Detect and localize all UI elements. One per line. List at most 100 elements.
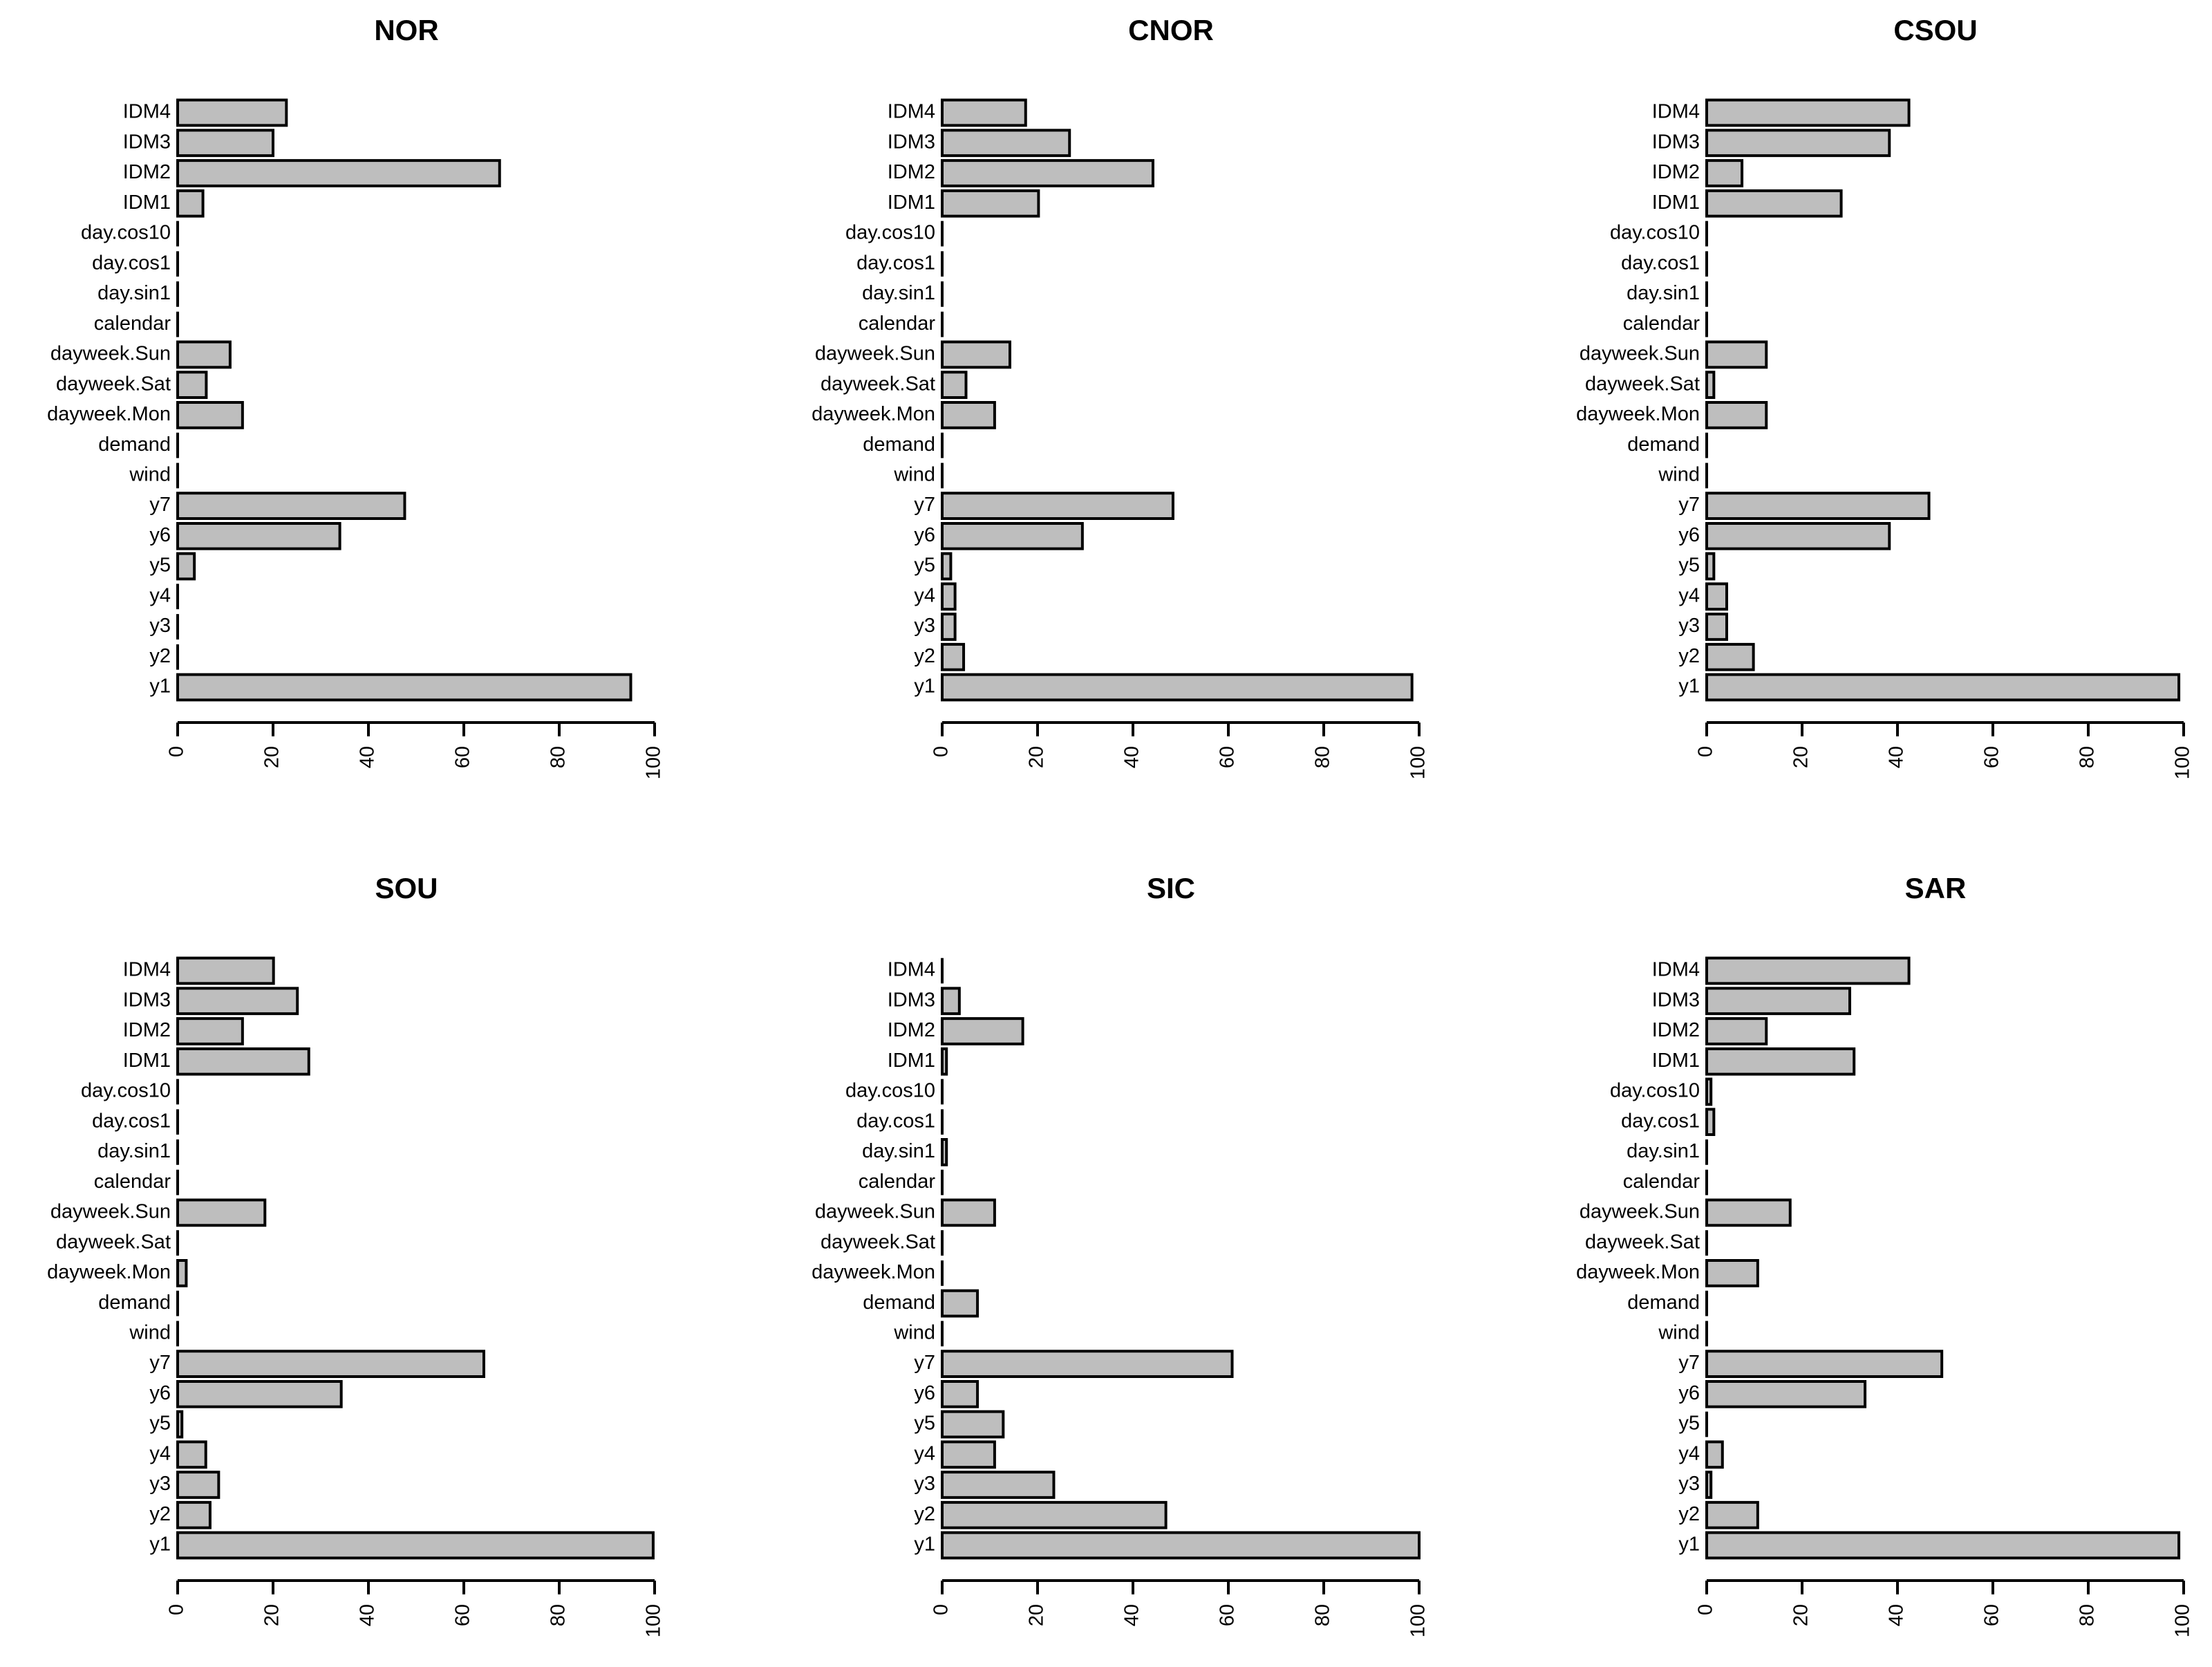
y-tick-label: dayweek.Sat: [56, 1231, 171, 1253]
y-tick-label: day.sin1: [1627, 1140, 1700, 1162]
y-tick-label: y7: [914, 494, 935, 516]
x-tick-label: 80: [1312, 746, 1334, 768]
bar: [1705, 371, 1716, 400]
y-tick-label: y7: [149, 1352, 171, 1374]
bar: [941, 1379, 980, 1408]
y-tick-label: IDM2: [888, 1019, 935, 1041]
chart-title: SIC: [1147, 872, 1195, 904]
x-tick-label: 20: [261, 746, 283, 768]
y-tick-label: day.cos1: [856, 252, 935, 274]
y-tick-label: day.cos10: [1610, 222, 1700, 244]
y-tick-label: IDM4: [888, 101, 935, 123]
y-tick-label: y4: [1678, 584, 1700, 606]
bar: [941, 987, 961, 1016]
y-tick-label: y4: [1678, 1442, 1700, 1464]
x-tick-label: 40: [1886, 1604, 1908, 1626]
x-tick-label: 0: [1695, 1604, 1717, 1615]
y-tick-label: IDM2: [123, 161, 171, 183]
bar: [176, 673, 632, 702]
bar: [941, 159, 1154, 187]
bar: [941, 613, 957, 641]
y-tick-label: dayweek.Mon: [47, 403, 171, 425]
y-tick-label: day.sin1: [97, 1140, 171, 1162]
bar: [176, 340, 232, 369]
x-tick-label: 20: [1026, 1604, 1048, 1626]
x-tick-label: 0: [930, 746, 953, 757]
bar: [1705, 1077, 1713, 1106]
x-tick-label: 60: [1217, 1604, 1239, 1626]
y-tick-label: y3: [914, 1473, 935, 1495]
bar: [941, 582, 957, 611]
y-tick-label: dayweek.Sun: [1580, 343, 1700, 365]
bar: [1705, 552, 1716, 581]
bar: [941, 371, 968, 400]
y-tick-label: day.cos1: [1621, 252, 1700, 274]
y-tick-label: IDM3: [1652, 989, 1700, 1011]
chart-panel: SIC y1 y2 y3 y4 y5 y6 y7 wind demand dayweek.Mon da…: [812, 872, 1430, 1637]
x-tick-label: 20: [261, 1604, 283, 1626]
y-tick-label: IDM4: [1652, 959, 1700, 981]
x-tick-label: 20: [1790, 746, 1812, 768]
bar: [941, 400, 996, 429]
bar: [941, 189, 1040, 218]
y-tick-label: dayweek.Sun: [1580, 1201, 1700, 1223]
bar: [176, 492, 406, 520]
y-tick-label: IDM2: [123, 1019, 171, 1041]
bar: [176, 1500, 212, 1529]
bar: [1705, 582, 1728, 611]
y-tick-label: demand: [1627, 1292, 1700, 1314]
bar: [176, 1350, 485, 1378]
y-tick-label: calendar: [859, 313, 936, 335]
x-tick-label: 40: [1886, 746, 1908, 768]
y-tick-label: dayweek.Mon: [812, 403, 935, 425]
y-tick-label: y6: [1678, 1382, 1700, 1404]
y-tick-label: wind: [893, 463, 935, 485]
bar: [941, 1471, 1056, 1499]
y-tick-label: wind: [1658, 463, 1700, 485]
bar: [941, 129, 1071, 158]
y-tick-label: day.cos10: [81, 222, 171, 244]
bar: [1705, 673, 2181, 702]
y-tick-label: y7: [1678, 494, 1700, 516]
y-tick-label: y5: [1678, 1413, 1700, 1435]
chart-panel: CNOR y1 y2 y3 y4 y5 y6 y7 wind demand dayweek.Mon d…: [812, 14, 1430, 779]
bar: [176, 1017, 244, 1045]
y-tick-label: day.cos1: [92, 252, 171, 274]
y-tick-label: y2: [914, 645, 935, 667]
y-tick-label: day.cos10: [81, 1080, 171, 1102]
x-tick-label: 80: [2077, 1604, 2099, 1626]
y-tick-label: y2: [914, 1503, 935, 1525]
y-tick-label: calendar: [1623, 1171, 1700, 1193]
x-tick-label: 20: [1790, 1604, 1812, 1626]
y-tick-label: y6: [149, 524, 171, 546]
chart-panel: NOR y1 y2 y3 y4 y5 y6 y7 wind demand dayweek.Mon da…: [47, 14, 665, 779]
x-tick-label: 40: [357, 1604, 379, 1626]
bar: [176, 1259, 188, 1287]
bar: [176, 1531, 655, 1560]
y-tick-label: IDM1: [123, 192, 171, 214]
chart-panel: CSOU y1 y2 y3 y4 y5 y6 y7 wind demand dayweek.Mon d…: [1576, 14, 2194, 779]
bar: [941, 673, 1414, 702]
chart-panel: SAR y1 y2 y3 y4 y5 y6 y7 wind demand dayweek.Mon da…: [1576, 872, 2194, 1637]
y-tick-label: dayweek.Sat: [1585, 373, 1700, 395]
bar: [1705, 1500, 1759, 1529]
x-tick-label: 0: [166, 746, 188, 757]
y-tick-label: demand: [98, 434, 171, 456]
y-tick-label: y3: [149, 1473, 171, 1495]
y-tick-label: y2: [1678, 1503, 1700, 1525]
y-tick-label: day.cos1: [92, 1110, 171, 1132]
y-tick-label: day.cos10: [1610, 1080, 1700, 1102]
y-tick-label: y2: [1678, 645, 1700, 667]
y-tick-label: y4: [149, 1442, 171, 1464]
bar: [941, 1531, 1421, 1560]
y-tick-label: y6: [149, 1382, 171, 1404]
y-tick-label: day.cos1: [1621, 1110, 1700, 1132]
x-tick-label: 100: [643, 746, 665, 779]
y-tick-label: demand: [98, 1292, 171, 1314]
y-tick-label: y5: [149, 555, 171, 577]
y-tick-label: day.sin1: [1627, 282, 1700, 304]
x-tick-label: 100: [1407, 746, 1430, 779]
bar: [941, 1500, 1168, 1529]
y-tick-label: y7: [149, 494, 171, 516]
bar: [176, 371, 208, 400]
